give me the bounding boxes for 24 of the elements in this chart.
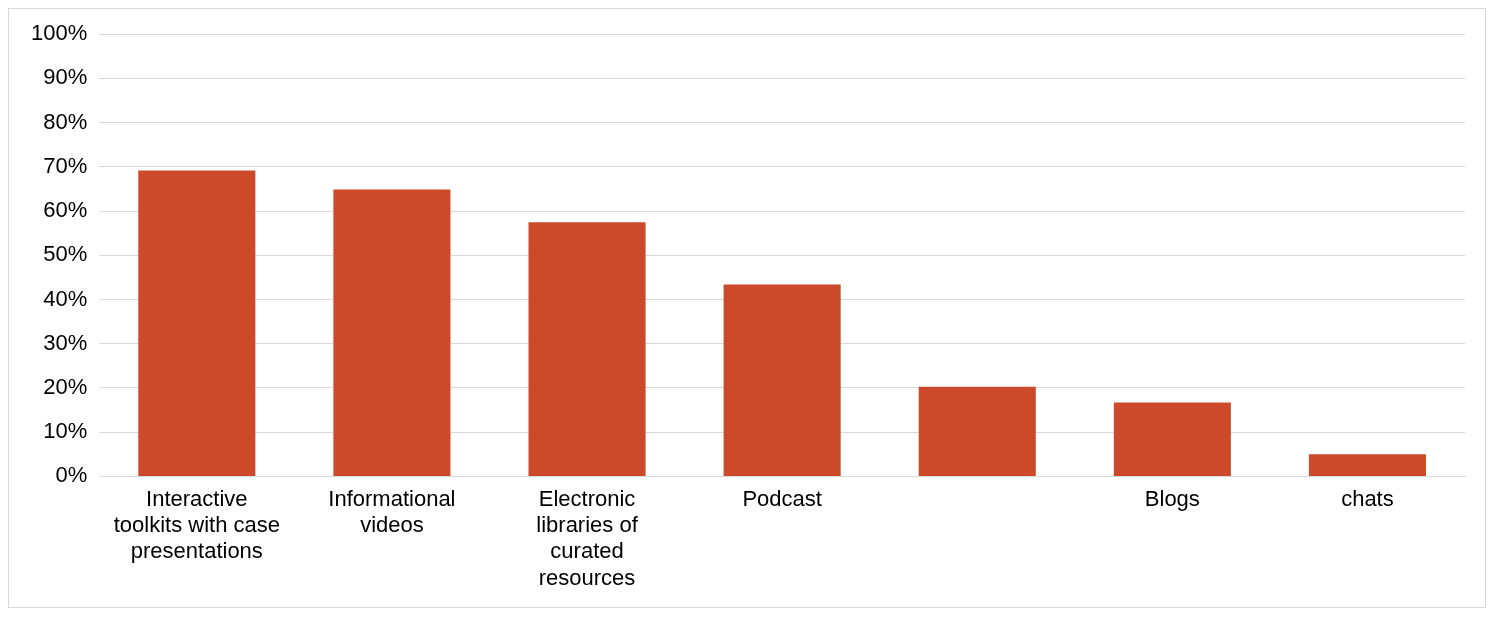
x-tick-label: Informational videos: [328, 485, 456, 538]
y-tick-label: 80%: [43, 108, 88, 134]
y-tick-label: 20%: [43, 374, 88, 400]
bar: [333, 189, 451, 476]
x-tick-label: Interactive toolkits with case presentations: [113, 485, 280, 564]
bar: [528, 222, 646, 476]
x-tick-label: Podcast: [742, 485, 822, 511]
y-tick-label: 90%: [43, 64, 88, 90]
bar: [1308, 454, 1426, 476]
x-tick-label: Electronic libraries of curated resources: [536, 485, 639, 590]
y-tick-label: 50%: [43, 241, 88, 267]
bar: [1113, 402, 1231, 476]
y-tick-label: 0%: [55, 462, 88, 488]
y-tick-label: 40%: [43, 285, 88, 311]
y-tick-label: 60%: [43, 197, 88, 223]
y-tick-label: 100%: [30, 20, 88, 46]
x-tick-label: chats: [1341, 485, 1394, 511]
bar: [918, 386, 1036, 476]
bar: [723, 284, 841, 476]
x-tick-label: Blogs: [1144, 485, 1200, 511]
y-tick-label: 30%: [43, 329, 88, 355]
bar: [138, 170, 256, 476]
y-tick-label: 10%: [43, 418, 88, 444]
y-tick-label: 70%: [43, 152, 88, 178]
